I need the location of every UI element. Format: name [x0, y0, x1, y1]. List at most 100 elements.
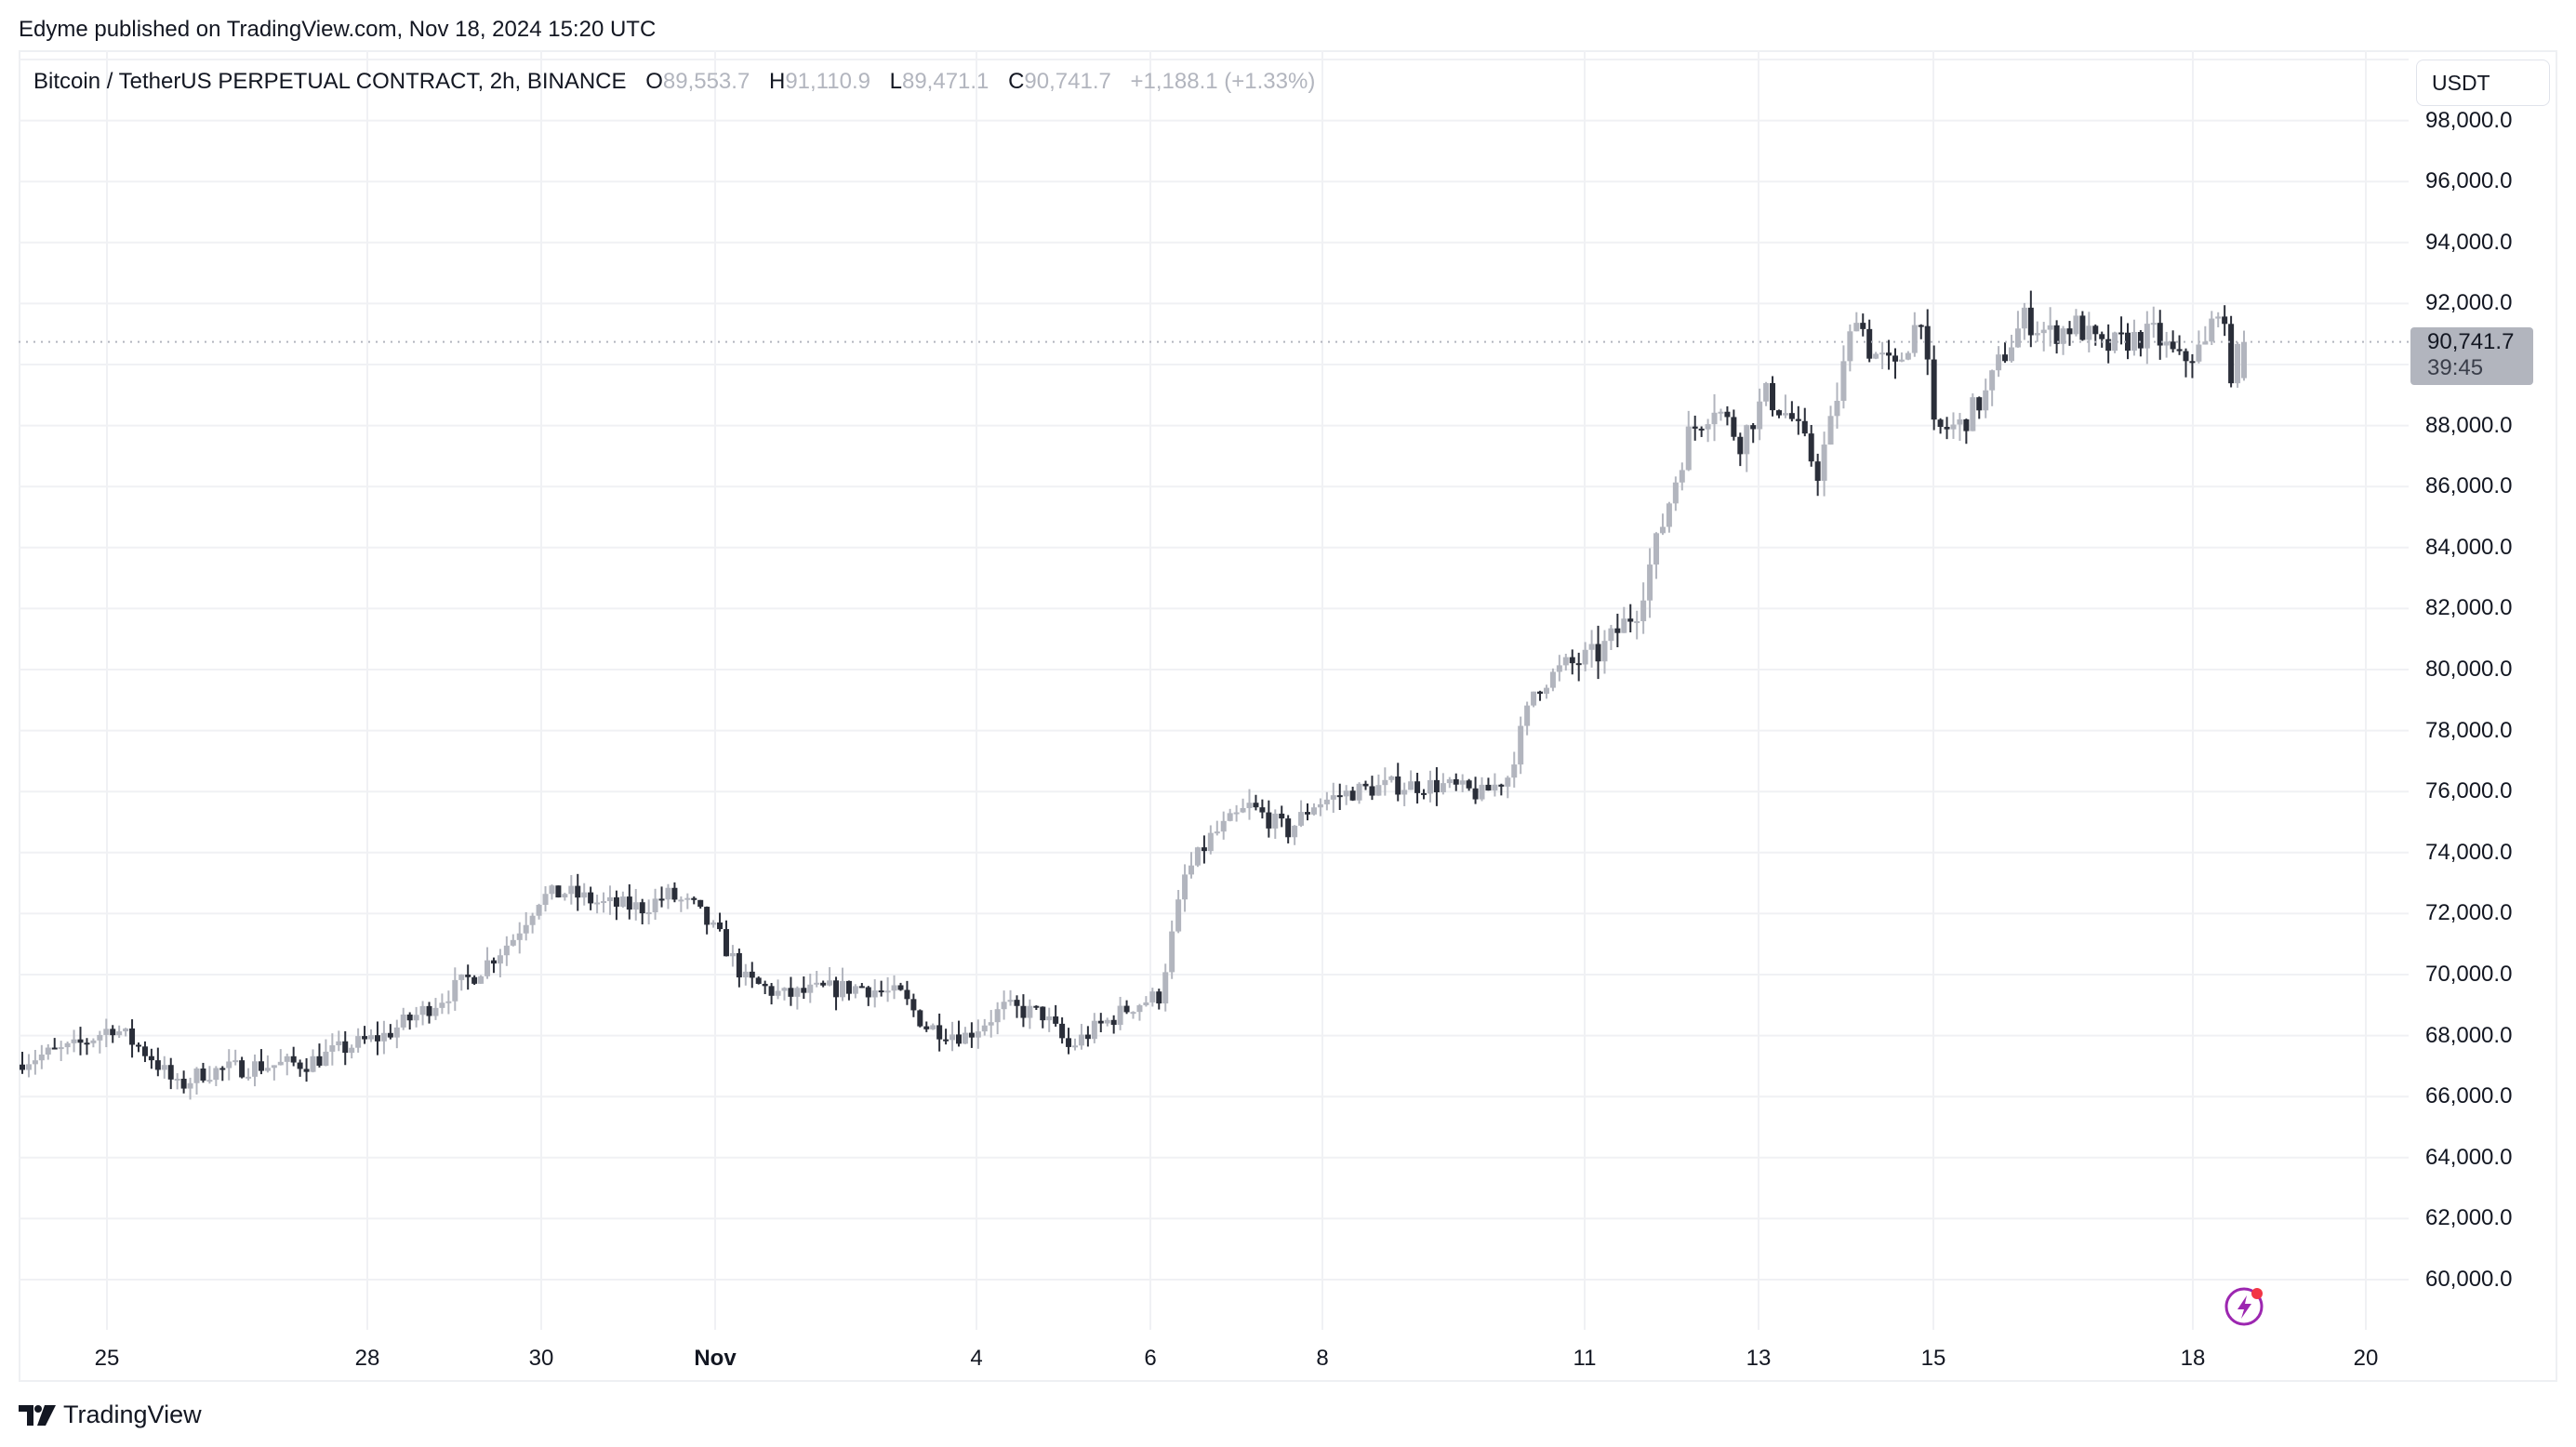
candle-down — [1775, 410, 1782, 416]
tradingview-logo-icon — [19, 1404, 56, 1426]
candle-up — [1957, 418, 1963, 425]
candle-down — [1059, 1023, 1066, 1039]
candle-up — [1608, 628, 1614, 642]
candle-down — [736, 952, 742, 978]
candle-down — [2176, 349, 2183, 352]
price-axis[interactable]: 98,000.096,000.094,000.092,000.090,000.0… — [2409, 50, 2557, 1330]
candle-down — [1433, 779, 1440, 792]
candle-down — [180, 1078, 187, 1089]
candle-down — [697, 899, 704, 908]
candle-up — [645, 912, 652, 915]
candle-up — [542, 894, 549, 906]
price-tick-label: 84,000.0 — [2425, 534, 2513, 560]
candle-up — [1640, 600, 1647, 622]
candle-up — [1666, 503, 1672, 527]
candle-up — [336, 1041, 342, 1046]
candle-down — [1097, 1020, 1104, 1024]
candle-up — [329, 1045, 336, 1052]
candle-down — [955, 1034, 962, 1044]
price-tick-label: 96,000.0 — [2425, 168, 2513, 194]
candle-down — [1537, 691, 1544, 694]
publish-info: Edyme published on TradingView.com, Nov … — [19, 17, 657, 42]
time-tick-label: 11 — [1573, 1346, 1597, 1371]
candle-down — [1123, 1005, 1130, 1013]
candle-up — [1136, 1004, 1143, 1013]
candle-down — [2170, 341, 2176, 350]
candle-down — [1595, 644, 1601, 662]
candle-up — [1117, 1005, 1123, 1026]
high-label: H — [768, 69, 786, 94]
candle-up — [2241, 341, 2247, 378]
candle-down — [943, 1039, 949, 1042]
candle-up — [246, 1076, 252, 1079]
candle-down — [77, 1039, 84, 1043]
candle-up — [497, 955, 503, 964]
candle-up — [1343, 790, 1349, 797]
candle-up — [2021, 307, 2027, 329]
candle-down — [167, 1065, 174, 1080]
candle-up — [2073, 315, 2079, 335]
candle-down — [2157, 323, 2163, 346]
candle-down — [1259, 807, 1266, 813]
candle-up — [310, 1055, 316, 1072]
candle-up — [1356, 783, 1362, 801]
candle-up — [1562, 657, 1569, 666]
price-tick-label: 80,000.0 — [2425, 657, 2513, 682]
close-label: C — [1008, 69, 1025, 94]
candle-down — [1336, 795, 1343, 798]
candle-up — [45, 1047, 51, 1055]
candle-up — [1323, 799, 1330, 804]
chart-plot-area[interactable] — [19, 50, 2409, 1330]
candle-up — [652, 898, 658, 913]
candle-up — [1130, 1012, 1136, 1015]
lightning-alert-icon[interactable] — [2224, 1286, 2266, 1329]
candle-up — [839, 980, 845, 998]
candle-down — [1866, 328, 1873, 359]
candle-down — [1395, 776, 1401, 795]
candle-up — [1524, 705, 1531, 726]
candle-up — [1169, 931, 1175, 973]
candle-up — [852, 986, 858, 994]
candle-down — [2099, 334, 2105, 339]
candle-up — [1298, 812, 1305, 826]
candle-up — [1744, 425, 1750, 455]
candle-up — [1782, 413, 1788, 416]
candle-up — [606, 896, 613, 902]
candle-up — [97, 1034, 103, 1041]
candle-down — [297, 1062, 303, 1069]
candle-up — [206, 1080, 213, 1082]
candle-up — [549, 885, 555, 895]
candle-up — [1511, 764, 1518, 778]
candle-up — [277, 1061, 284, 1066]
candle-up — [1905, 352, 1911, 360]
candle-down — [200, 1069, 206, 1081]
candle-down — [658, 898, 665, 901]
candle-down — [1414, 781, 1421, 793]
candle-up — [775, 990, 781, 996]
candle-up — [1220, 820, 1227, 832]
candle-down — [768, 986, 775, 996]
candle-up — [1188, 865, 1195, 875]
candle-down — [897, 985, 904, 990]
currency-button[interactable]: USDT — [2416, 60, 2550, 106]
candle-up — [232, 1060, 239, 1063]
candle-down — [154, 1060, 161, 1070]
candle-up — [2008, 347, 2014, 362]
candle-up — [32, 1060, 38, 1065]
candle-up — [619, 896, 626, 907]
candle-up — [2086, 325, 2092, 340]
candle-up — [1601, 641, 1608, 662]
candle-up — [710, 922, 717, 925]
candle-down — [2124, 332, 2131, 352]
candle-down — [1860, 323, 1866, 329]
candle-down — [1627, 618, 1634, 622]
candle-up — [1492, 784, 1498, 791]
candle-up — [419, 1005, 426, 1016]
candle-down — [239, 1060, 246, 1078]
candle-up — [485, 960, 491, 976]
tradingview-logo[interactable]: TradingView — [19, 1401, 202, 1429]
candle-down — [1369, 786, 1375, 796]
candle-down — [110, 1029, 116, 1036]
candle-down — [613, 896, 619, 907]
candle-up — [1950, 424, 1957, 430]
